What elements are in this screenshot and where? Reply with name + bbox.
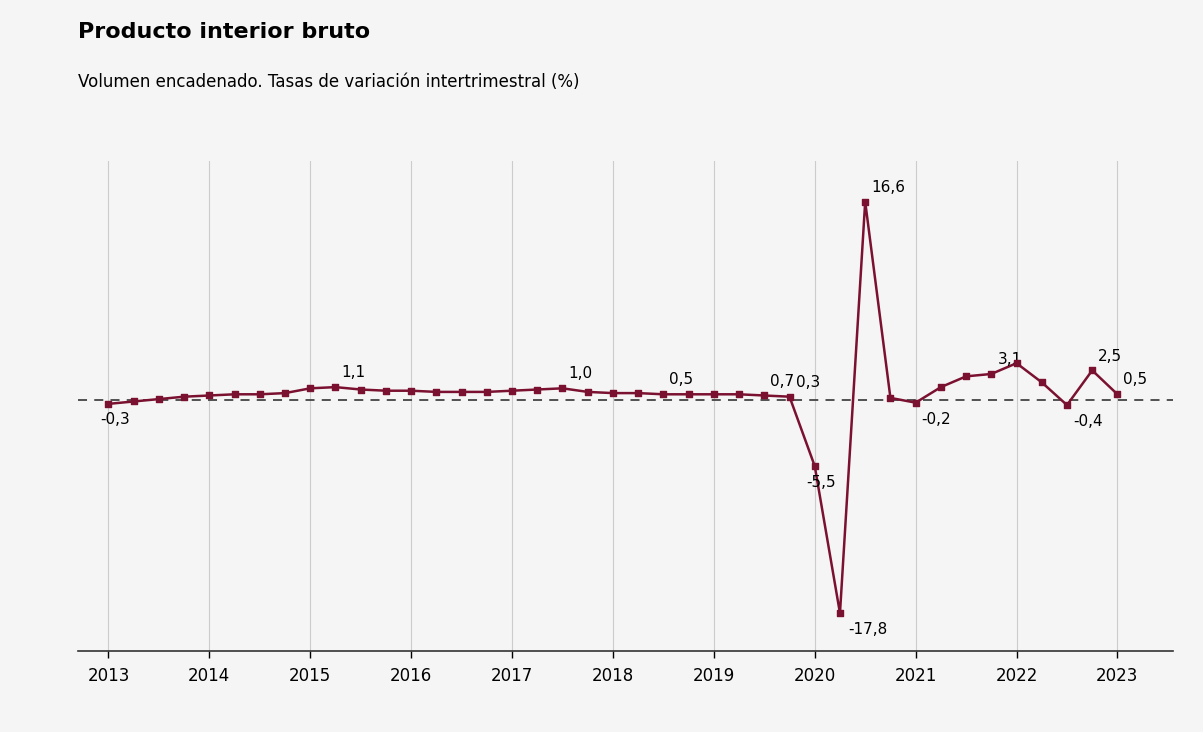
Text: -17,8: -17,8 bbox=[848, 622, 888, 638]
Point bbox=[528, 384, 547, 395]
Point bbox=[1083, 365, 1102, 376]
Point bbox=[1007, 357, 1026, 369]
Point bbox=[99, 398, 118, 410]
Point bbox=[402, 385, 421, 397]
Point bbox=[628, 387, 647, 399]
Text: Producto interior bruto: Producto interior bruto bbox=[78, 22, 371, 42]
Point bbox=[678, 389, 698, 400]
Point bbox=[830, 608, 849, 619]
Text: -0,2: -0,2 bbox=[921, 412, 952, 427]
Text: 0,3: 0,3 bbox=[795, 375, 819, 390]
Point bbox=[729, 389, 748, 400]
Point bbox=[124, 395, 143, 407]
Point bbox=[149, 393, 168, 405]
Point bbox=[275, 387, 295, 399]
Point bbox=[956, 370, 976, 382]
Point bbox=[704, 389, 723, 400]
Text: 2,5: 2,5 bbox=[1098, 348, 1122, 364]
Point bbox=[1032, 376, 1051, 388]
Text: 0,5: 0,5 bbox=[669, 373, 694, 387]
Text: -5,5: -5,5 bbox=[807, 475, 836, 490]
Point bbox=[754, 389, 774, 401]
Point bbox=[478, 386, 497, 397]
Text: 0,5: 0,5 bbox=[1124, 373, 1148, 387]
Point bbox=[326, 381, 345, 393]
Point bbox=[805, 460, 824, 472]
Point bbox=[377, 385, 396, 397]
Point bbox=[225, 389, 244, 400]
Point bbox=[931, 381, 950, 393]
Text: 1,1: 1,1 bbox=[342, 365, 366, 380]
Point bbox=[653, 389, 672, 400]
Point bbox=[250, 389, 269, 400]
Point bbox=[301, 382, 320, 394]
Point bbox=[503, 385, 522, 397]
Point bbox=[427, 386, 446, 397]
Text: 16,6: 16,6 bbox=[871, 180, 905, 195]
Point bbox=[1108, 389, 1127, 400]
Text: -0,4: -0,4 bbox=[1073, 414, 1103, 429]
Text: 0,7: 0,7 bbox=[770, 373, 794, 389]
Point bbox=[855, 196, 875, 208]
Text: 1,0: 1,0 bbox=[569, 367, 593, 381]
Point bbox=[452, 386, 472, 397]
Point bbox=[200, 389, 219, 401]
Point bbox=[906, 397, 925, 408]
Text: Volumen encadenado. Tasas de variación intertrimestral (%): Volumen encadenado. Tasas de variación i… bbox=[78, 73, 580, 92]
Point bbox=[579, 386, 598, 397]
Point bbox=[982, 368, 1001, 380]
Point bbox=[604, 387, 623, 399]
Point bbox=[1057, 399, 1077, 411]
Point bbox=[780, 391, 799, 403]
Point bbox=[174, 391, 194, 403]
Point bbox=[351, 384, 371, 395]
Text: 3,1: 3,1 bbox=[997, 352, 1021, 367]
Text: -0,3: -0,3 bbox=[100, 412, 130, 427]
Point bbox=[553, 382, 573, 394]
Point bbox=[881, 392, 900, 404]
